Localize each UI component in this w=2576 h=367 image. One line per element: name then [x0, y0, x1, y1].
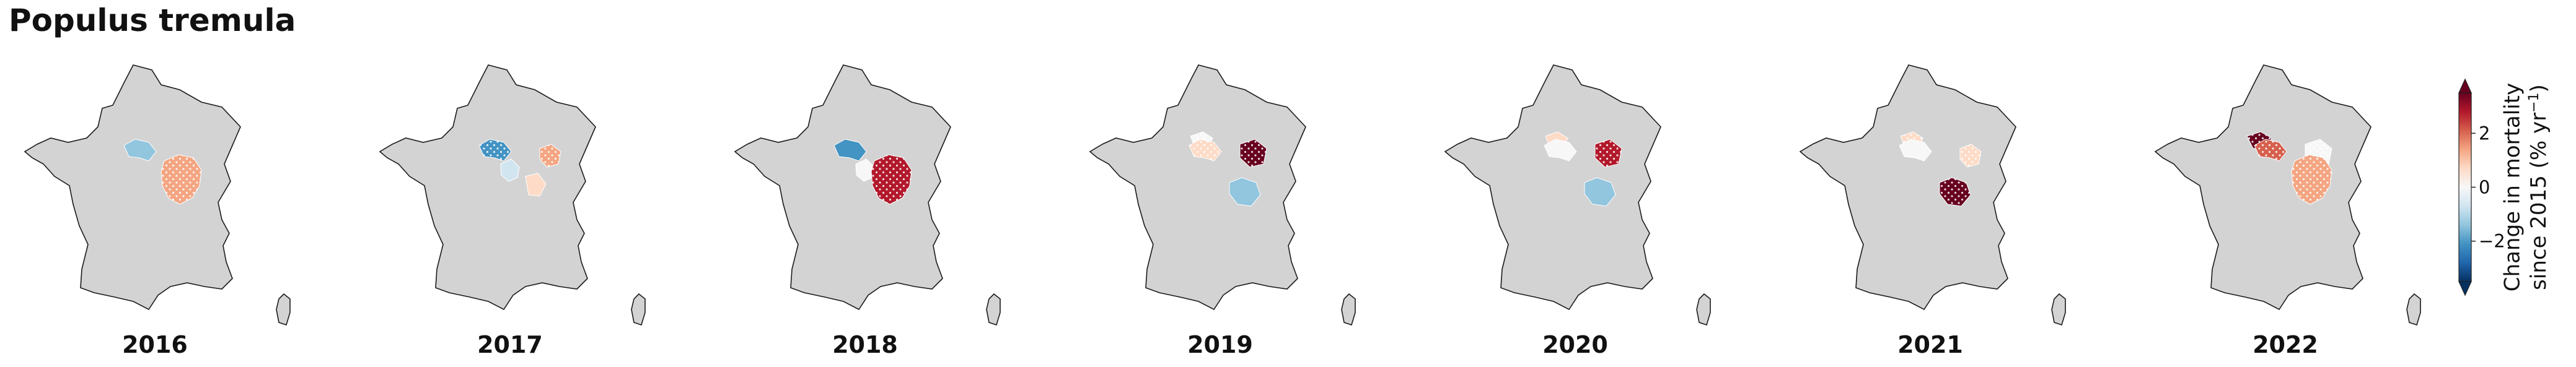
region-allier — [1584, 177, 1616, 207]
colorbar-min-extension — [2458, 281, 2472, 296]
region-allier-hatch — [1940, 178, 1971, 206]
colorbar-label-close: ) — [2526, 84, 2551, 92]
colorbar-label-line2: since 2015 (% yr — [2526, 113, 2551, 290]
map-panels: 2016 2017 2018 2019 2020 2021 2022 — [24, 64, 2421, 358]
colorbar-max-extension — [2458, 78, 2472, 93]
map-panel-2019: 2019 — [1089, 64, 1356, 358]
region-centre-hatch — [1189, 139, 1221, 161]
colorbar-label-line1: Change in mortality — [2500, 83, 2525, 291]
region-allier — [1229, 177, 1261, 207]
map-panel-2018: 2018 — [734, 64, 1001, 358]
colorbar-label: Change in mortalitysince 2015 (% yr−1) — [2500, 83, 2552, 291]
france-outline — [1089, 64, 1356, 326]
colorbar-tick-label: −2 — [2479, 231, 2505, 252]
region-champagne-hatch — [1595, 139, 1622, 167]
france-outline — [1800, 64, 2066, 326]
year-label: 2016 — [122, 331, 188, 358]
region-centre — [1544, 139, 1577, 162]
year-label: 2021 — [1897, 331, 1963, 358]
region-centre — [1899, 139, 1932, 162]
year-label: 2019 — [1187, 331, 1253, 358]
map-panel-2016: 2016 — [24, 64, 291, 358]
colorbar-tick-label: 0 — [2479, 177, 2490, 198]
france-outline — [2155, 64, 2421, 326]
region-loire-south — [500, 158, 520, 182]
map-panel-2021: 2021 — [1800, 64, 2066, 358]
year-label: 2022 — [2253, 331, 2318, 358]
map-panel-2020: 2020 — [1444, 64, 1711, 358]
region-centre-hatch — [2254, 139, 2287, 161]
france-outline — [1444, 64, 1711, 326]
colorbar-tick-label: 2 — [2479, 123, 2490, 144]
region-burgundy-hatch — [2292, 155, 2332, 204]
colorbar-label-superscript: −1 — [2526, 92, 2542, 112]
year-label: 2020 — [1542, 331, 1608, 358]
region-burgundy-north-hatch — [1960, 144, 1981, 167]
colorbar-bar — [2458, 92, 2472, 282]
year-label: 2017 — [477, 331, 543, 358]
region-burgundy-hatch — [871, 155, 912, 204]
france-outline — [24, 64, 291, 326]
region-centre — [833, 139, 867, 162]
region-burgundy-north-hatch — [540, 144, 561, 167]
france-outline — [379, 64, 646, 326]
region-champagne-hatch — [1240, 139, 1267, 167]
map-panel-2017: 2017 — [379, 64, 646, 358]
year-label: 2018 — [832, 331, 898, 358]
figure-title: Populus tremula — [9, 2, 296, 38]
france-outline — [734, 64, 1001, 326]
region-burgundy-hatch — [161, 155, 201, 204]
region-centre — [123, 139, 157, 162]
map-panel-2022: 2022 — [2155, 64, 2421, 358]
region-centre-hatch — [479, 139, 511, 161]
region-burgundy-south — [525, 173, 547, 197]
